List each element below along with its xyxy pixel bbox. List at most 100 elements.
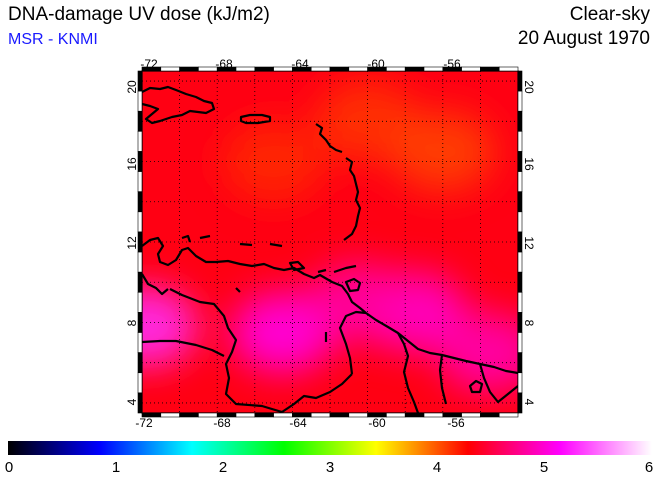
colorbar-tick-0: 0 <box>4 459 14 476</box>
frame-degree-bar <box>329 66 350 72</box>
colorbar-tick-5: 5 <box>539 459 549 476</box>
frame-degree-bar <box>329 412 350 418</box>
coastlines <box>142 85 518 413</box>
uv-field-hotspot <box>437 312 518 393</box>
frame-degree-bar <box>517 312 523 333</box>
lon-tick-top-72: -72 <box>140 57 158 71</box>
island-marker <box>468 379 484 394</box>
frame-degree-bar <box>310 66 331 72</box>
colorbar-tick-1: 1 <box>111 459 121 476</box>
frame-degree-bar <box>137 392 143 414</box>
frame-degree-bar <box>137 191 143 213</box>
border-colombia-venezuela <box>169 288 283 413</box>
frame-degree-bar <box>160 66 180 72</box>
coastline-venezuela <box>142 236 367 314</box>
frame-degree-bar <box>386 66 406 72</box>
coastline-abc-islands <box>181 234 357 342</box>
frame-degree-bar <box>137 372 143 394</box>
frame-degree-bar <box>423 66 444 72</box>
frame-degree-bar <box>517 231 523 253</box>
frame-degree-bar <box>137 251 143 273</box>
colorbar <box>8 441 652 455</box>
border-venezuela-brazil <box>281 373 353 413</box>
coastline-guianas <box>365 312 518 375</box>
coastline-lesser-antilles <box>315 123 362 241</box>
lon-tick-top-64: -64 <box>291 57 309 71</box>
border-venezuela-guyana <box>338 310 367 375</box>
frame-degree-bar <box>179 412 199 418</box>
lon-tick-bottom-60: -60 <box>368 416 386 430</box>
coastline-hispaniola <box>142 85 216 125</box>
lat-tick-left-16: 16 <box>125 157 139 171</box>
frame-degree-bar <box>235 412 256 418</box>
frame-degree-bar <box>404 412 425 418</box>
frame-degree-bar <box>273 66 293 72</box>
frame-degree-bar <box>517 151 523 172</box>
lat-tick-left-12: 12 <box>125 236 139 250</box>
lon-tick-bottom-56: -56 <box>447 416 465 430</box>
lat-tick-right-16: 16 <box>522 157 536 171</box>
frame-degree-bar <box>517 392 523 414</box>
date-label: 20 August 1970 <box>517 28 650 49</box>
frame-degree-bar <box>137 211 143 233</box>
frame-degree-bar <box>254 412 274 418</box>
frame-degree-bar <box>517 211 523 233</box>
lon-tick-bottom-68: -68 <box>213 416 231 430</box>
lat-tick-right-12: 12 <box>522 236 536 250</box>
coastline-maracaibo <box>142 273 169 296</box>
lon-tick-top-68: -68 <box>215 57 233 71</box>
map-panel: -72 -68 -64 -60 -56 -72 -68 -64 -60 -56 … <box>125 57 536 430</box>
frame-degree-bar <box>517 70 523 92</box>
lat-tick-right-8: 8 <box>522 320 536 327</box>
border-guiana-brazil <box>478 363 518 404</box>
lon-tick-bottom-64: -64 <box>289 416 307 430</box>
frame-degree-bar <box>517 251 523 273</box>
lon-tick-top-60: -60 <box>367 57 385 71</box>
lat-tick-right-4: 4 <box>522 399 536 406</box>
sky-condition-label: Clear-sky <box>569 4 650 25</box>
uv-field-hotspot <box>221 121 326 202</box>
border-southwest <box>142 339 225 357</box>
frame-degree-bar <box>137 352 143 374</box>
frame-degree-bar <box>137 332 143 353</box>
graticule <box>142 71 518 413</box>
map-title: DNA-damage UV dose (kJ/m2) <box>8 4 270 25</box>
frame-degree-bar <box>517 271 523 293</box>
frame-degree-bar <box>179 66 199 72</box>
frame-degree-bar <box>310 412 331 418</box>
coastline-trinidad <box>344 277 362 293</box>
frame-degree-bar <box>348 66 368 72</box>
frame-degree-bar <box>137 131 143 152</box>
uv-field-hotspot <box>142 286 198 367</box>
frame-degree-bar <box>480 412 500 418</box>
lon-tick-bottom-72: -72 <box>135 416 153 430</box>
uv-field-layer <box>142 81 518 393</box>
frame-degree-bar <box>517 291 523 313</box>
frame-degree-bar <box>137 271 143 293</box>
lon-tick-top-56: -56 <box>443 57 461 71</box>
colorbar-tick-6: 6 <box>644 459 654 476</box>
frame-degree-bar <box>517 131 523 152</box>
frame-degree-bar <box>517 191 523 213</box>
frame-degree-bar <box>348 412 368 418</box>
axis-tick-marks <box>137 66 523 418</box>
lat-tick-left-20: 20 <box>125 80 139 94</box>
frame-degree-bar <box>517 90 523 112</box>
frame-degree-bar <box>498 66 519 72</box>
frame-degree-bar <box>254 66 274 72</box>
frame-degree-bar <box>517 110 523 132</box>
frame-degree-bar <box>137 110 143 132</box>
frame-degree-bar <box>517 171 523 193</box>
colorbar-tick-4: 4 <box>432 459 442 476</box>
frame-degree-bar <box>235 66 256 72</box>
lat-tick-left-8: 8 <box>125 319 139 326</box>
lat-tick-left-4: 4 <box>125 398 139 405</box>
frame-degree-bar <box>137 171 143 193</box>
colorbar-tick-3: 3 <box>325 459 335 476</box>
frame-degree-bar <box>480 66 500 72</box>
frame-degree-bar <box>517 332 523 353</box>
frame-degree-bar <box>461 66 481 72</box>
coastline-puerto-rico <box>239 113 272 125</box>
lat-tick-right-20: 20 <box>522 80 536 94</box>
data-source-label: MSR - KNMI <box>8 31 98 48</box>
